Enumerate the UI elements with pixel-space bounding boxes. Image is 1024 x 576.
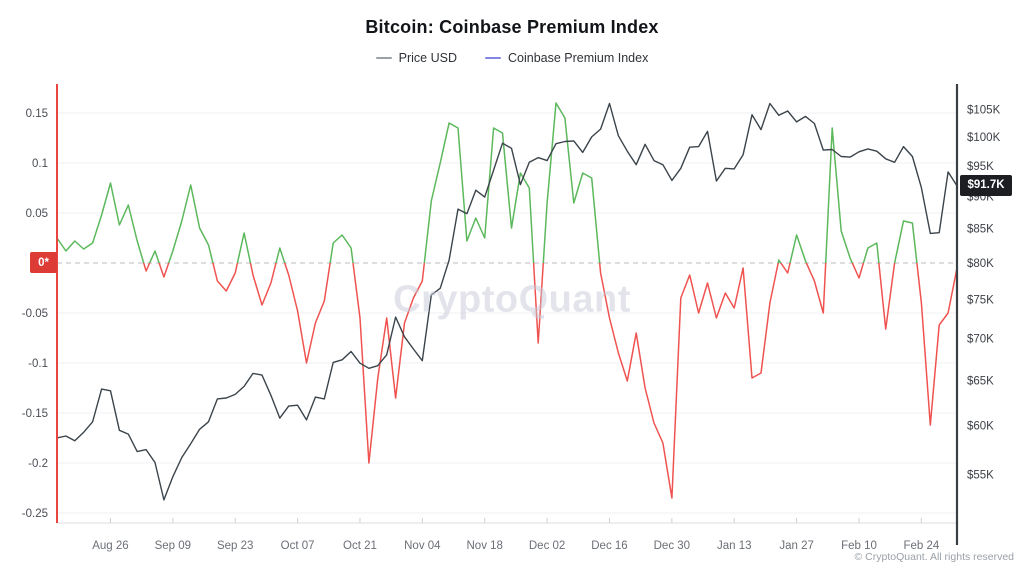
legend-item-coinbase-premium[interactable]: Coinbase Premium Index	[484, 51, 649, 65]
x-tick-label: Dec 30	[654, 540, 690, 552]
chart-plot-area[interactable]	[57, 84, 957, 523]
left-axis-tick-label: -0.15	[22, 408, 48, 420]
x-tick-label: Oct 21	[343, 540, 377, 552]
right-axis-tick-label: $105K	[967, 104, 1001, 116]
x-tick-label: Jan 27	[779, 540, 814, 552]
zero-axis-badge: 0*	[30, 252, 57, 273]
legend-label-premium: Coinbase Premium Index	[507, 51, 649, 65]
x-tick-label: Aug 26	[92, 540, 128, 552]
right-axis-tick-label: $95K	[967, 161, 994, 173]
right-axis-tick-label: $80K	[967, 258, 994, 270]
left-axis-labels: 0.15 0.1 0.05 -0.05 -0.1 -0.15 -0.2 -0.25	[22, 108, 48, 520]
x-tick-label: Nov 04	[404, 540, 441, 552]
x-tick-label: Dec 16	[591, 540, 627, 552]
price-usd-line	[56, 102, 958, 501]
left-axis-tick-label: 0.15	[26, 108, 48, 120]
legend-label-price: Price USD	[398, 51, 457, 65]
left-axis-tick-label: -0.2	[28, 458, 48, 470]
x-tick-label: Oct 07	[281, 540, 315, 552]
right-axis-tick-label: $60K	[967, 421, 994, 433]
right-axis-tick-label: $70K	[967, 333, 994, 345]
price-series-swatch-icon	[375, 57, 392, 59]
x-tick-label: Sep 09	[155, 540, 191, 552]
left-axis-tick-label: -0.1	[28, 358, 48, 370]
legend-item-price-usd[interactable]: Price USD	[375, 51, 457, 65]
last-price-badge: $91.7K	[960, 174, 1012, 196]
x-tick-label: Jan 13	[717, 540, 752, 552]
left-axis-tick-label: -0.25	[22, 508, 48, 520]
premium-series-swatch-icon	[484, 57, 501, 59]
right-axis-tick-label: $85K	[967, 224, 994, 236]
right-axis-labels: $105K$100K$95K$90K$85K$80K$75K$70K$65K$6…	[967, 104, 1001, 481]
x-axis-labels: Aug 26 Sep 09 Sep 23 Oct 07 Oct 21 Nov 04 Nov …	[92, 518, 940, 552]
left-axis-tick-label: 0.05	[26, 208, 48, 220]
chart-title: Bitcoin: Coinbase Premium Index	[365, 17, 659, 37]
x-tick-label: Feb 10	[841, 540, 877, 552]
copyright-footer: © CryptoQuant. All rights reserved	[854, 551, 1014, 563]
right-axis-tick-label: $55K	[967, 470, 994, 482]
left-axis-tick-label: 0.1	[32, 158, 48, 170]
x-tick-label: Feb 24	[903, 540, 939, 552]
chart-legend: Price USD Coinbase Premium Index	[0, 51, 1024, 65]
right-axis-tick-label: $65K	[967, 375, 994, 387]
premium-index-line-negative	[142, 263, 958, 499]
x-tick-label: Sep 23	[217, 540, 253, 552]
left-axis-tick-label: -0.05	[22, 308, 48, 320]
right-axis-tick-label: $100K	[967, 132, 1001, 144]
premium-index-line-positive	[56, 102, 918, 263]
grid-lines	[57, 112, 957, 514]
x-tick-label: Dec 02	[529, 540, 565, 552]
x-tick-label: Nov 18	[467, 540, 503, 552]
right-axis-tick-label: $75K	[967, 294, 994, 306]
